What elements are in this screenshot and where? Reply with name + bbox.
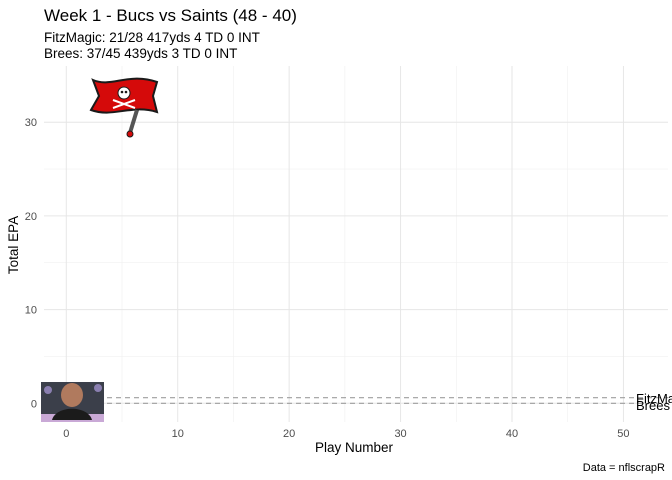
y-axis-title: Total EPA (6, 216, 21, 274)
quarterback-headshot (41, 382, 104, 422)
chart-title: Week 1 - Bucs vs Saints (48 - 40) (44, 6, 297, 25)
axis-ticks: 0 10 20 30 40 50 0 10 20 30 (25, 117, 630, 440)
chart-subtitle-line-1: FitzMagic: 21/28 417yds 4 TD 0 INT (44, 30, 260, 45)
buccaneers-flag-logo (89, 77, 159, 138)
x-tick-label: 50 (617, 428, 629, 440)
series-label-fitzmagic: FitzMagic (636, 391, 672, 406)
series-lines (44, 397, 668, 404)
x-tick-label: 10 (172, 428, 184, 440)
y-tick-label: 0 (31, 398, 37, 410)
x-tick-label: 40 (506, 428, 518, 440)
chart-subtitle-line-2: Brees: 37/45 439yds 3 TD 0 INT (44, 46, 237, 61)
y-tick-label: 10 (25, 305, 37, 317)
y-tick-label: 20 (25, 211, 37, 223)
x-axis-title: Play Number (315, 440, 394, 455)
x-tick-label: 20 (283, 428, 295, 440)
series-label-brees: Brees (636, 398, 670, 413)
grid (44, 66, 668, 422)
x-tick-label: 30 (394, 428, 406, 440)
x-tick-label: 0 (63, 428, 69, 440)
y-tick-label: 30 (25, 117, 37, 129)
chart-caption: Data = nflscrapR (583, 462, 665, 474)
